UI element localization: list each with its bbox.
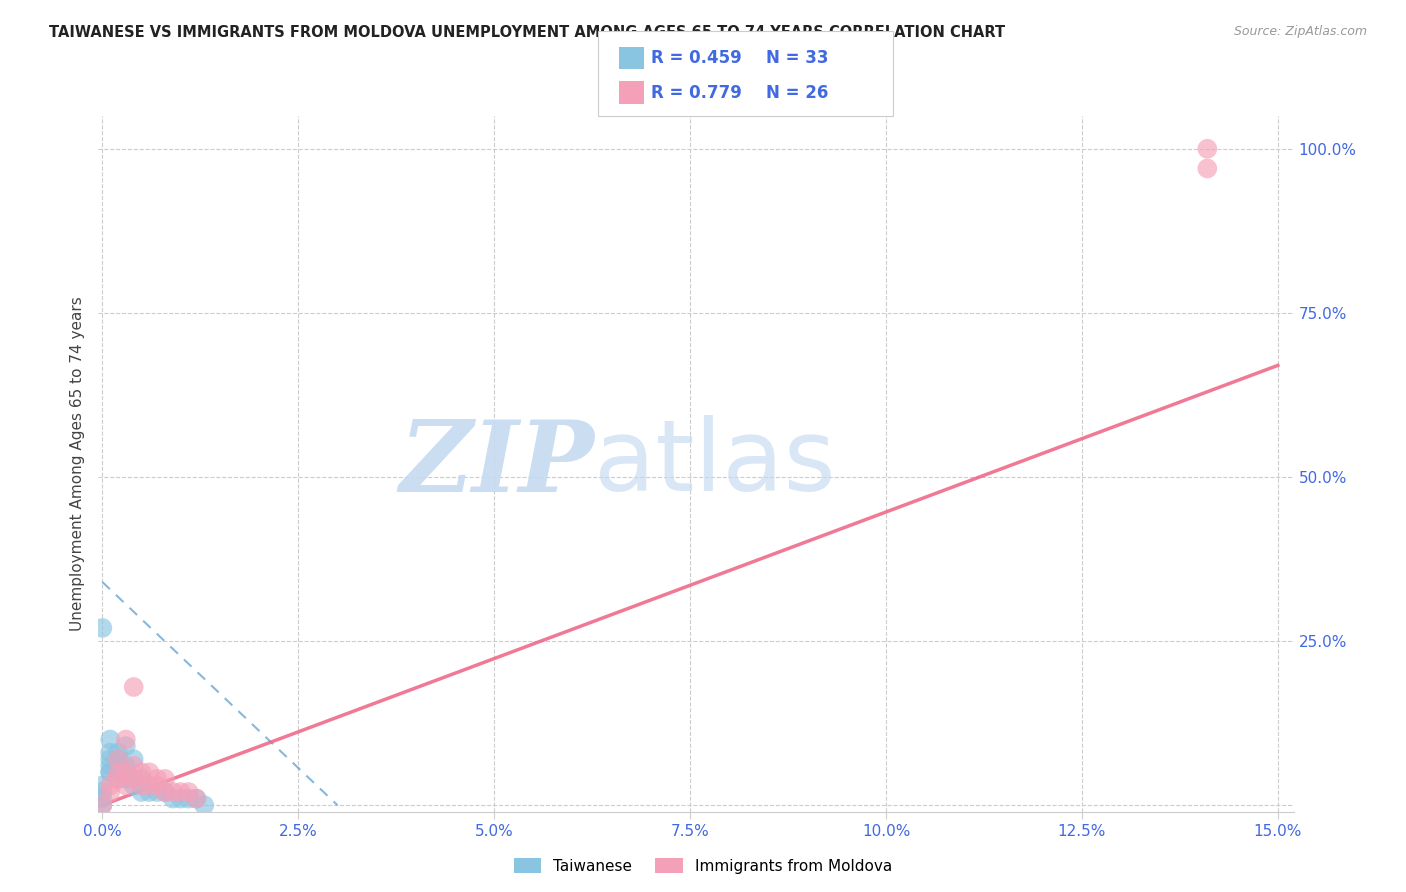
Point: [186, 791, 208, 805]
Text: atlas: atlas: [595, 416, 837, 512]
Point: [91, 785, 114, 799]
Point: [98, 746, 121, 760]
Text: N = 33: N = 33: [766, 49, 828, 68]
Point: [107, 765, 129, 780]
Point: [98, 765, 121, 780]
Point: [177, 791, 200, 805]
Text: Source: ZipAtlas.com: Source: ZipAtlas.com: [1233, 25, 1367, 38]
Point: [98, 758, 121, 772]
Point: [146, 772, 169, 786]
Point: [162, 785, 184, 799]
Point: [122, 779, 145, 793]
Point: [131, 779, 153, 793]
Point: [122, 752, 145, 766]
Point: [115, 739, 138, 753]
Point: [98, 785, 121, 799]
Point: [115, 758, 138, 772]
Point: [122, 758, 145, 772]
Point: [138, 765, 160, 780]
Point: [122, 772, 145, 786]
Point: [193, 798, 215, 813]
Point: [107, 772, 129, 786]
Point: [115, 765, 138, 780]
Point: [91, 779, 114, 793]
Point: [115, 779, 138, 793]
Point: [115, 772, 138, 786]
Point: [170, 785, 193, 799]
Point: [91, 798, 114, 813]
Text: TAIWANESE VS IMMIGRANTS FROM MOLDOVA UNEMPLOYMENT AMONG AGES 65 TO 74 YEARS CORR: TAIWANESE VS IMMIGRANTS FROM MOLDOVA UNE…: [49, 25, 1005, 40]
Point: [98, 765, 121, 780]
Point: [131, 785, 153, 799]
Legend: Taiwanese, Immigrants from Moldova: Taiwanese, Immigrants from Moldova: [508, 852, 898, 880]
Text: R = 0.779: R = 0.779: [651, 84, 742, 102]
Point: [91, 798, 114, 813]
Point: [107, 765, 129, 780]
Point: [138, 779, 160, 793]
Point: [146, 785, 169, 799]
Point: [91, 621, 114, 635]
Point: [122, 772, 145, 786]
Point: [107, 752, 129, 766]
Point: [107, 746, 129, 760]
Point: [91, 791, 114, 805]
Point: [107, 772, 129, 786]
Point: [170, 791, 193, 805]
Point: [115, 732, 138, 747]
Point: [131, 765, 153, 780]
Point: [122, 680, 145, 694]
Y-axis label: Unemployment Among Ages 65 to 74 years: Unemployment Among Ages 65 to 74 years: [69, 296, 84, 632]
Point: [107, 758, 129, 772]
Point: [186, 791, 208, 805]
Point: [177, 785, 200, 799]
Point: [131, 772, 153, 786]
Point: [146, 779, 169, 793]
Point: [98, 752, 121, 766]
Point: [138, 785, 160, 799]
Point: [115, 765, 138, 780]
Point: [153, 785, 176, 799]
Point: [1197, 142, 1219, 156]
Text: R = 0.459: R = 0.459: [651, 49, 742, 68]
Point: [98, 732, 121, 747]
Text: N = 26: N = 26: [766, 84, 828, 102]
Point: [153, 785, 176, 799]
Text: ZIP: ZIP: [399, 416, 595, 512]
Point: [1197, 161, 1219, 176]
Point: [162, 791, 184, 805]
Point: [153, 772, 176, 786]
Point: [98, 779, 121, 793]
Point: [107, 752, 129, 766]
